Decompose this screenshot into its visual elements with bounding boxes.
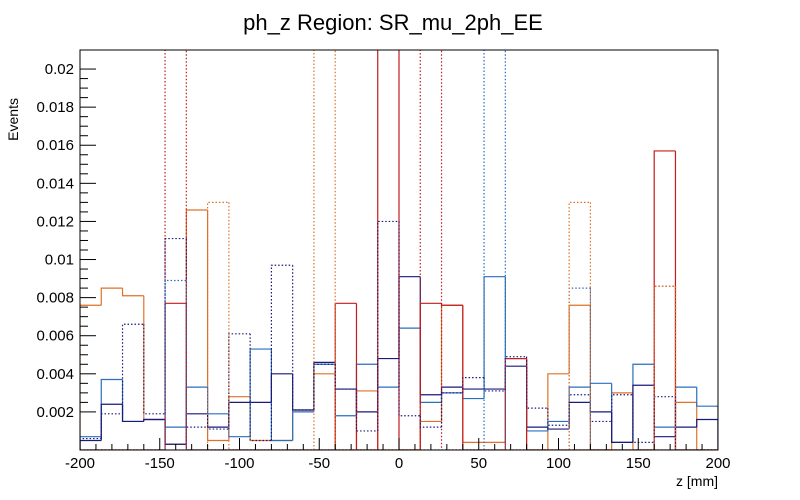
histogram-bin bbox=[207, 210, 229, 442]
y-tick-label: 0.012 bbox=[36, 213, 74, 230]
y-tick-label: 0.008 bbox=[36, 290, 74, 307]
x-axis-label: z [mm] bbox=[676, 473, 718, 489]
histogram-bin bbox=[228, 333, 251, 430]
histogram-bin bbox=[292, 411, 314, 441]
x-tick-label: 100 bbox=[546, 455, 571, 472]
histogram-bin bbox=[547, 427, 570, 430]
histogram-bin bbox=[249, 333, 272, 442]
histogram-bin bbox=[419, 50, 421, 450]
y-tick-label: 0.014 bbox=[36, 175, 74, 192]
histogram-bin bbox=[164, 279, 187, 450]
x-tick-label: -50 bbox=[308, 455, 330, 472]
histogram-bin bbox=[355, 303, 378, 450]
histogram-bin bbox=[377, 50, 379, 450]
y-tick-label: 0.002 bbox=[36, 404, 74, 421]
histogram-bin bbox=[185, 280, 208, 450]
histogram-bin bbox=[589, 288, 612, 450]
x-tick-label: 0 bbox=[395, 455, 403, 472]
histogram-bin bbox=[100, 413, 123, 439]
histogram-bin bbox=[355, 389, 378, 432]
histogram-bin bbox=[611, 411, 633, 443]
histogram-bin bbox=[398, 50, 421, 450]
x-tick-label: 50 bbox=[470, 455, 487, 472]
histogram-bin bbox=[568, 401, 591, 430]
histogram-bin bbox=[334, 50, 357, 450]
histogram-bin bbox=[483, 50, 485, 450]
histogram-bin bbox=[185, 50, 208, 450]
plot-area bbox=[80, 50, 718, 450]
histogram-bin bbox=[696, 387, 718, 450]
x-tick-label: 150 bbox=[626, 455, 651, 472]
histogram-bin bbox=[504, 50, 527, 450]
y-tick-label: 0.004 bbox=[36, 366, 74, 383]
histogram-bin bbox=[504, 356, 527, 391]
histogram-bin bbox=[292, 265, 314, 411]
histogram-bin bbox=[674, 150, 697, 450]
y-tick-label: 0.016 bbox=[36, 137, 74, 154]
histogram-bin bbox=[121, 288, 144, 297]
histogram-bin bbox=[462, 377, 485, 393]
y-tick-label: 0.01 bbox=[45, 252, 74, 269]
x-tick-label: -100 bbox=[224, 455, 254, 472]
x-tick-label: -150 bbox=[145, 455, 175, 472]
y-tick-label: 0.018 bbox=[36, 99, 74, 116]
histogram-bin bbox=[440, 50, 463, 450]
histogram-bin bbox=[80, 436, 102, 450]
histogram-bin bbox=[80, 304, 102, 450]
histogram-bin bbox=[164, 302, 187, 450]
histogram-bin bbox=[696, 418, 718, 450]
histogram-bin bbox=[100, 403, 123, 441]
chart-title: ph_z Region: SR_mu_2ph_EE bbox=[243, 10, 543, 35]
histogram-bin bbox=[419, 302, 442, 450]
histogram-bin bbox=[143, 418, 166, 422]
histogram-bin bbox=[313, 50, 315, 450]
histogram-bin bbox=[100, 287, 123, 306]
y-tick-label: 0.006 bbox=[36, 328, 74, 345]
histogram-bin bbox=[440, 392, 463, 428]
x-tick-label: 200 bbox=[705, 455, 730, 472]
histogram-bin bbox=[696, 402, 718, 450]
histogram-bin bbox=[462, 305, 485, 450]
histogram-bin bbox=[80, 437, 102, 450]
x-tick-label: -200 bbox=[65, 455, 95, 472]
histogram-bin bbox=[313, 363, 336, 410]
y-axis-label: Events bbox=[5, 98, 21, 141]
histogram-bin bbox=[80, 439, 102, 450]
y-tick-label: 0.02 bbox=[45, 61, 74, 78]
histogram-bin bbox=[164, 237, 187, 414]
histogram-bin bbox=[334, 364, 357, 390]
histogram-bin bbox=[270, 264, 293, 441]
histogram-bin bbox=[419, 415, 442, 428]
histogram-bin bbox=[674, 396, 697, 450]
histogram-bin bbox=[653, 150, 676, 450]
